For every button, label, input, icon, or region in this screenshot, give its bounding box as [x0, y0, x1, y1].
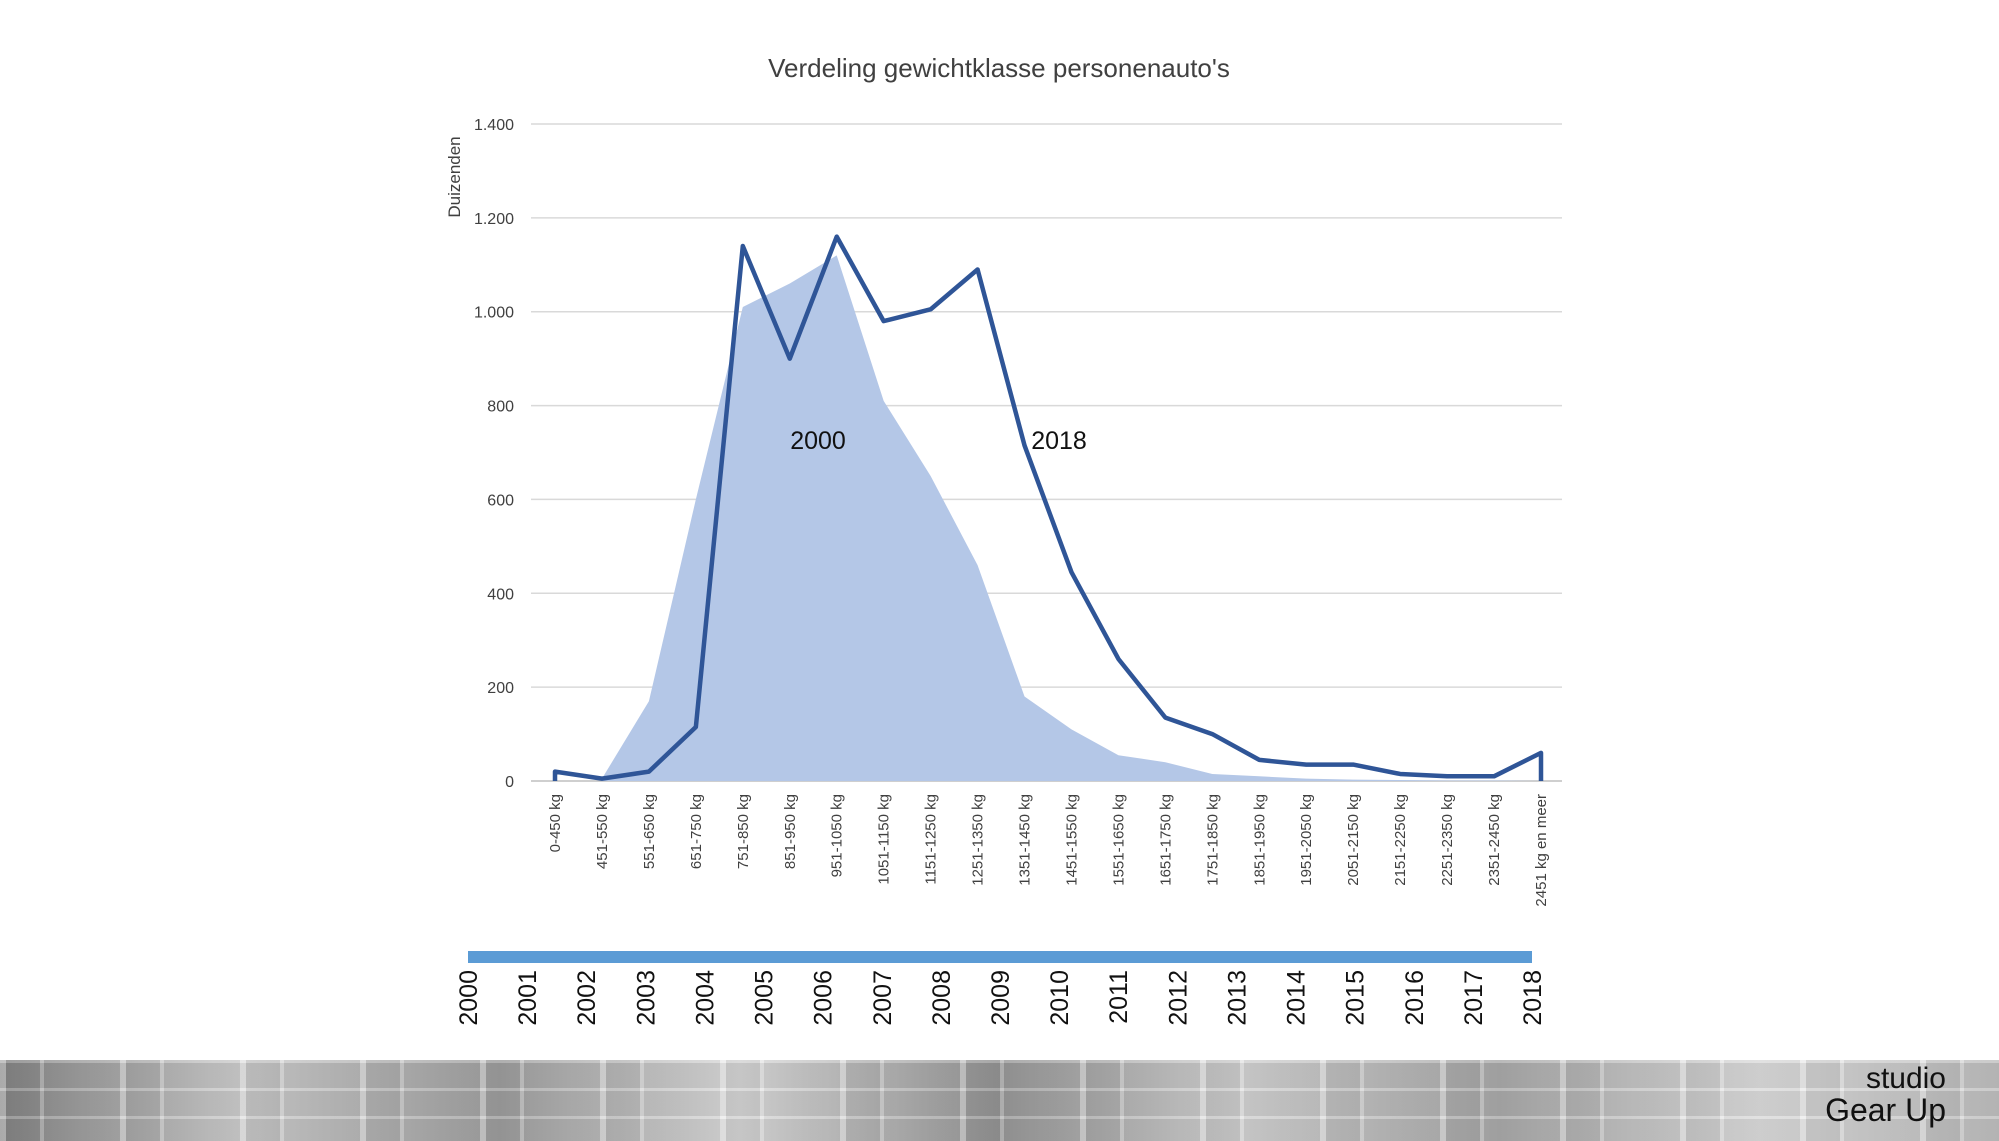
- timeline-year: 2000: [455, 970, 483, 1026]
- timeline-year: 2006: [810, 970, 838, 1026]
- timeline-year: 2004: [691, 970, 719, 1026]
- timeline-year: 2012: [1164, 970, 1192, 1026]
- timeline-year: 2010: [1046, 970, 1074, 1026]
- timeline-year: 2001: [514, 970, 542, 1026]
- timeline-year: 2002: [573, 970, 601, 1026]
- x-tick-label: 1751-1850 kg: [1204, 794, 1221, 886]
- timeline-bar: [468, 951, 1532, 963]
- y-tick-label: 1.000: [474, 305, 514, 322]
- x-tick-label: 0-450 kg: [547, 794, 564, 852]
- x-tick-label: 1551-1650 kg: [1110, 794, 1127, 886]
- line-series: [552, 234, 1544, 781]
- timeline-year: 2007: [869, 970, 897, 1026]
- area-series-2000: [601, 255, 1541, 781]
- x-tick-label: 951-1050 kg: [829, 794, 846, 877]
- x-tick-label: 751-850 kg: [735, 794, 752, 869]
- x-tick-label: 2051-2150 kg: [1345, 794, 1362, 886]
- x-tick-label: 1651-1750 kg: [1157, 794, 1174, 886]
- x-tick-label: 1351-1450 kg: [1017, 794, 1034, 886]
- area-series: [601, 255, 1541, 781]
- chart-svg: Verdeling gewichtklasse personenauto's D…: [445, 53, 1562, 1026]
- y-tick-label: 800: [487, 399, 514, 416]
- x-tick-label: 1451-1550 kg: [1063, 794, 1080, 886]
- timeline-year: 2014: [1283, 970, 1311, 1026]
- x-tick-labels: 0-450 kg 451-550 kg 551-650 kg 651-750 kg 75…: [547, 794, 1550, 907]
- timeline-year: 2005: [751, 970, 779, 1026]
- timeline-year: 2018: [1519, 970, 1547, 1026]
- timeline-year: 2015: [1342, 970, 1370, 1026]
- x-tick-label: 2351-2450 kg: [1486, 794, 1503, 886]
- x-tick-label: 651-750 kg: [688, 794, 705, 869]
- footer-texture-overlay: [0, 1060, 1999, 1141]
- x-tick-label: 1951-2050 kg: [1298, 794, 1315, 886]
- y-tick-label: 200: [487, 680, 514, 697]
- x-tick-label: 1251-1350 kg: [970, 794, 987, 886]
- timeline-year: 2016: [1401, 970, 1429, 1026]
- x-tick-label: 1851-1950 kg: [1251, 794, 1268, 886]
- brand-line1: studio: [1865, 1062, 1946, 1095]
- x-tick-label: 2251-2350 kg: [1439, 794, 1456, 886]
- timeline-year: 2008: [928, 970, 956, 1026]
- series-label-2000: 2000: [790, 427, 846, 455]
- line-series-2018: [552, 234, 1544, 781]
- y-tick-label: 1.400: [474, 117, 514, 134]
- brand-line2: Gear Up: [1825, 1092, 1946, 1128]
- footer-texture: [0, 1060, 1999, 1141]
- x-tick-label: 851-950 kg: [782, 794, 799, 869]
- timeline-year: 2017: [1460, 970, 1488, 1026]
- timeline-year: 2009: [987, 970, 1015, 1026]
- x-tick-label: 451-550 kg: [594, 794, 611, 869]
- y-axis-label: Duizenden: [445, 136, 464, 217]
- timeline-years: 2000 2001 2002 2003 2004 2005 2006 2007 2008 2009…: [455, 970, 1547, 1026]
- x-tick-label: 1151-1250 kg: [923, 794, 940, 885]
- y-tick-labels: 0 200 400 600 800 1.000 1.200 1.400: [474, 117, 514, 791]
- y-tick-label: 400: [487, 586, 514, 603]
- timeline-year: 2011: [1105, 970, 1133, 1024]
- timeline-year: 2003: [632, 970, 660, 1026]
- timeline-year: 2013: [1223, 970, 1251, 1026]
- x-tick-label: 551-650 kg: [641, 794, 658, 869]
- x-tick-label: 2151-2250 kg: [1392, 794, 1409, 886]
- y-tick-label: 0: [505, 774, 514, 791]
- x-tick-label: 2451 kg en meer: [1533, 794, 1550, 907]
- y-tick-label: 1.200: [474, 211, 514, 228]
- brand-logo: studio Gear Up: [1825, 1062, 1946, 1128]
- footer-photo-band: [0, 1060, 1999, 1141]
- series-label-2018: 2018: [1031, 427, 1087, 455]
- y-tick-label: 600: [487, 492, 514, 509]
- x-tick-label: 1051-1150 kg: [876, 794, 893, 885]
- chart-title: Verdeling gewichtklasse personenauto's: [768, 53, 1230, 83]
